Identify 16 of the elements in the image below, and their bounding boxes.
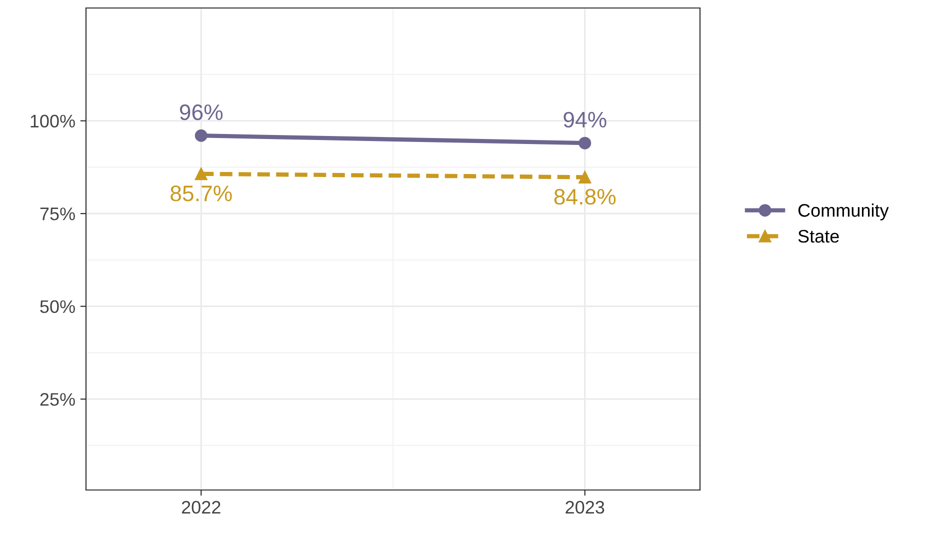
y-tick-label: 75%: [40, 208, 75, 220]
point: [194, 168, 208, 180]
point: [578, 136, 592, 150]
y-tick-label: 50%: [40, 300, 75, 314]
text: 94%: [564, 112, 606, 128]
x-tick-label: 2022: [182, 500, 220, 514]
legend-label: Community: [798, 204, 889, 220]
y-tick-label: 25%: [40, 393, 75, 406]
y-tick-label: 100%: [30, 114, 75, 128]
text: 85.7%: [170, 186, 232, 202]
x-tick-label: 2023: [566, 500, 604, 514]
point: [578, 170, 592, 184]
point: [194, 129, 208, 142]
text: 84.8%: [554, 188, 616, 205]
text: 96%: [180, 104, 223, 120]
legend-label: State: [798, 230, 839, 243]
